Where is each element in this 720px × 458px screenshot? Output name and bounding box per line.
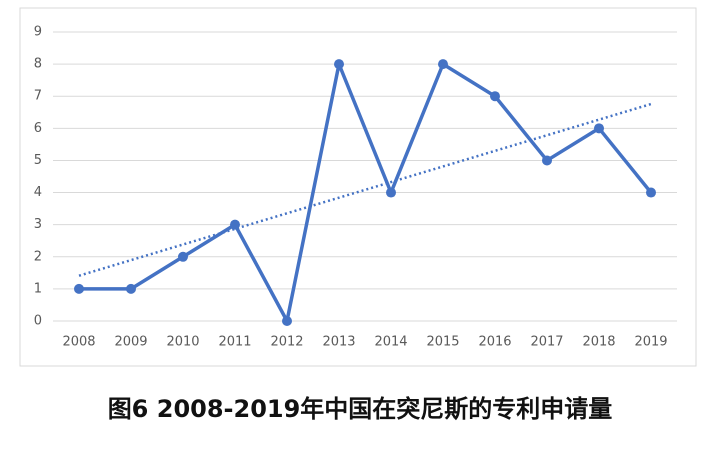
chart-title: 图6 2008-2019年中国在突尼斯的专利申请量 <box>108 395 613 423</box>
y-tick-label: 6 <box>34 121 42 136</box>
y-tick-label: 1 <box>34 281 42 296</box>
x-tick-label: 2008 <box>62 335 95 350</box>
y-tick-label: 2 <box>34 249 42 264</box>
y-tick-label: 3 <box>34 217 42 232</box>
point <box>542 155 552 166</box>
point <box>334 59 344 70</box>
x-tick-label: 2018 <box>582 335 615 350</box>
point <box>490 91 500 102</box>
point <box>230 219 240 230</box>
point <box>438 59 448 70</box>
x-tick-label: 2019 <box>634 335 667 350</box>
chart-border <box>19 7 697 367</box>
point <box>386 187 396 198</box>
point <box>178 251 188 262</box>
point <box>74 283 84 294</box>
point <box>126 283 136 294</box>
x-tick-label: 2011 <box>218 335 251 350</box>
x-tick-label: 2016 <box>478 335 511 350</box>
y-tick-label: 4 <box>34 185 42 200</box>
point <box>282 316 292 326</box>
y-tick-label: 8 <box>34 57 42 72</box>
y-tick-label: 9 <box>34 25 42 40</box>
x-tick-label: 2010 <box>166 335 199 350</box>
x-tick-label: 2014 <box>374 335 407 350</box>
x-tick-label: 2009 <box>114 335 147 350</box>
y-tick-label: 0 <box>34 314 42 329</box>
x-tick-label: 2012 <box>270 335 303 350</box>
point <box>646 187 656 198</box>
y-tick-label: 7 <box>34 89 42 104</box>
point <box>594 123 604 134</box>
y-tick-label: 5 <box>34 153 42 168</box>
series-line <box>79 62 653 323</box>
x-tick-label: 2013 <box>322 335 355 350</box>
x-tick-label: 2015 <box>426 335 459 350</box>
x-tick-label: 2017 <box>530 335 563 350</box>
